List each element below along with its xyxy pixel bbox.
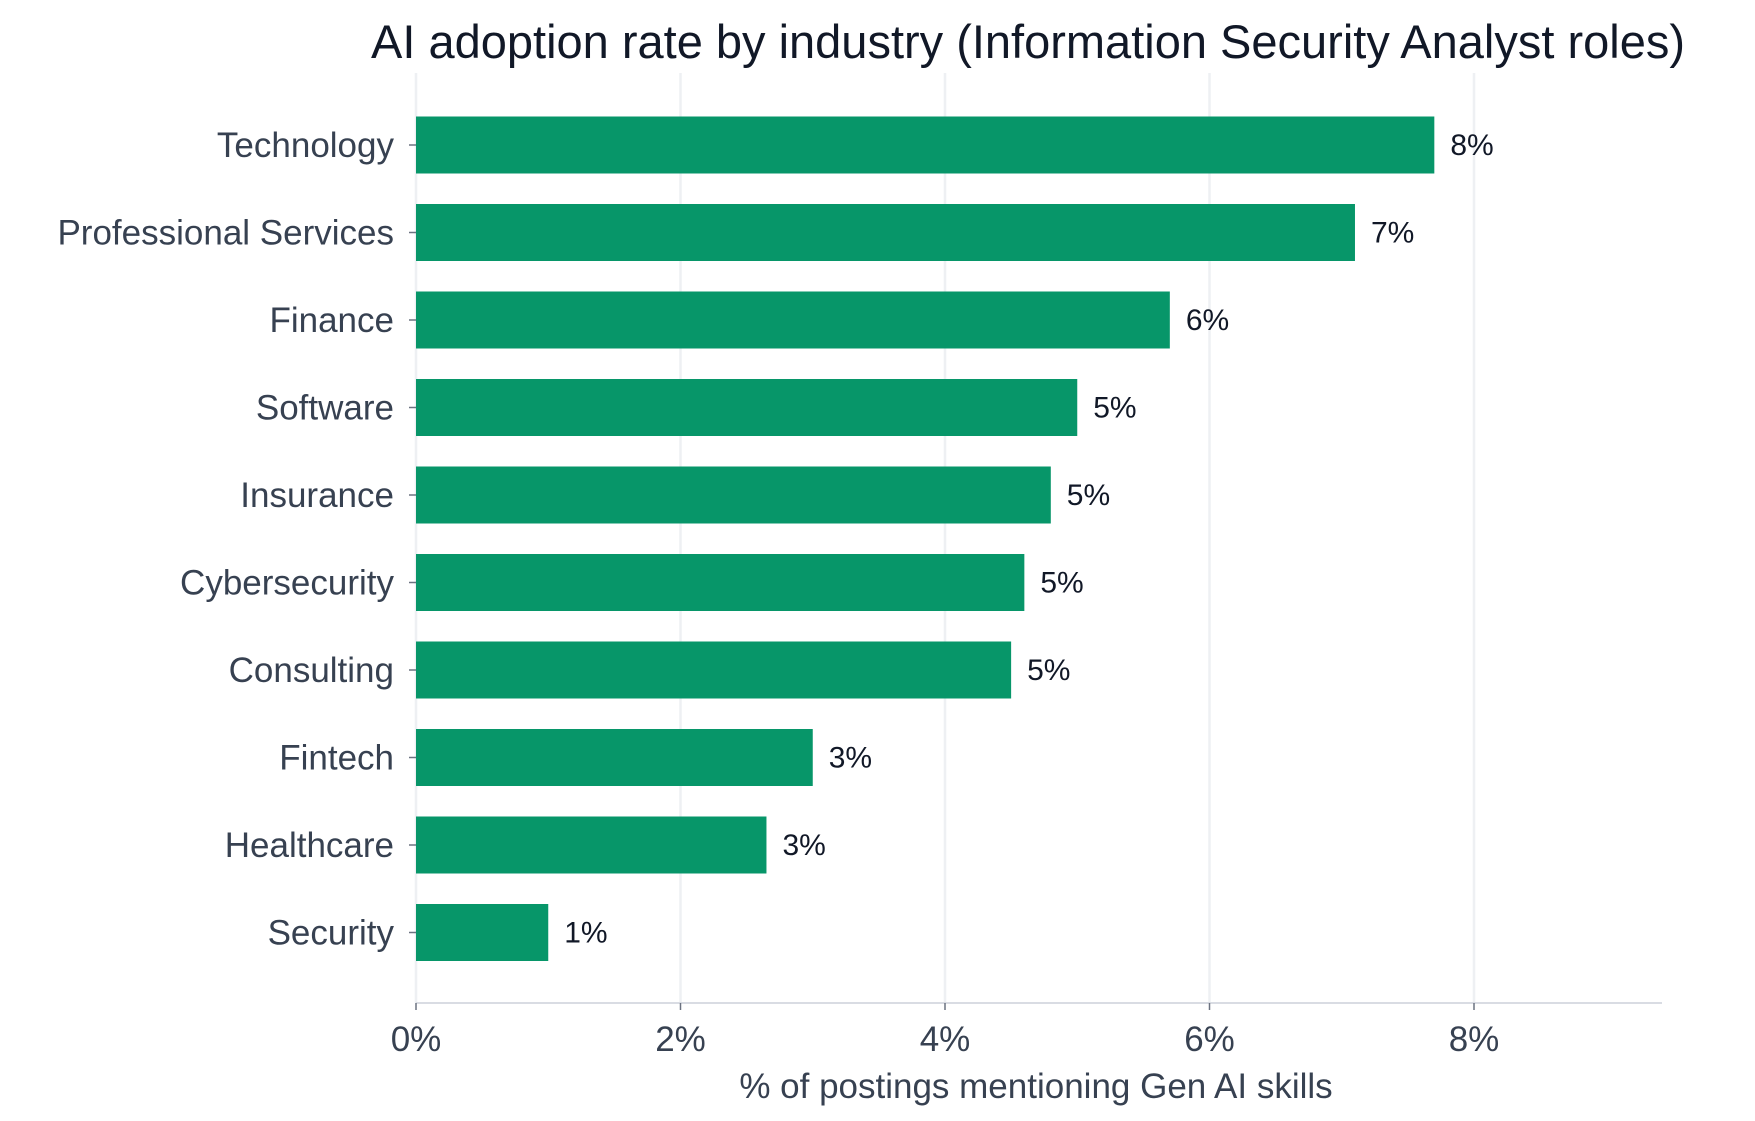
category-label: Insurance	[240, 476, 394, 515]
category-label: Professional Services	[57, 214, 394, 253]
bars: 8% 7% 6% 5% 5% 5% 5% 3% 3% 1%	[416, 116, 1494, 961]
value-label: 8%	[1450, 129, 1493, 162]
x-tick-label: 2%	[655, 1020, 706, 1059]
value-label: 3%	[829, 742, 872, 775]
value-label: 7%	[1371, 217, 1414, 250]
bar	[416, 729, 813, 786]
value-label: 5%	[1040, 567, 1083, 600]
chart-title: AI adoption rate by industry (Informatio…	[371, 15, 1685, 68]
bar	[416, 554, 1025, 611]
value-label: 5%	[1067, 479, 1110, 512]
axes: 0% 2% 4% 6% 8% Technology Professional Service…	[57, 126, 1662, 1059]
category-label: Finance	[269, 301, 394, 340]
value-label: 3%	[782, 829, 825, 862]
bar	[416, 379, 1078, 436]
bar	[416, 204, 1355, 261]
category-label: Technology	[217, 126, 395, 165]
value-label: 6%	[1186, 304, 1229, 337]
category-label: Security	[268, 914, 395, 953]
x-axis-title: % of postings mentioning Gen AI skills	[739, 1067, 1332, 1106]
x-tick-label: 0%	[391, 1020, 442, 1059]
bar	[416, 116, 1435, 174]
bar	[416, 816, 767, 874]
value-label: 5%	[1027, 654, 1070, 687]
category-label: Healthcare	[225, 826, 394, 865]
category-label: Fintech	[279, 739, 394, 778]
bar	[416, 904, 549, 961]
bar	[416, 466, 1051, 524]
x-tick-label: 6%	[1184, 1020, 1235, 1059]
category-label: Software	[256, 389, 394, 428]
category-label: Consulting	[229, 651, 394, 690]
value-label: 5%	[1093, 392, 1136, 425]
bar	[416, 641, 1012, 699]
bar	[416, 291, 1170, 349]
x-tick-label: 8%	[1449, 1020, 1500, 1059]
category-label: Cybersecurity	[180, 564, 394, 603]
value-label: 1%	[564, 917, 607, 950]
x-tick-label: 4%	[920, 1020, 971, 1059]
